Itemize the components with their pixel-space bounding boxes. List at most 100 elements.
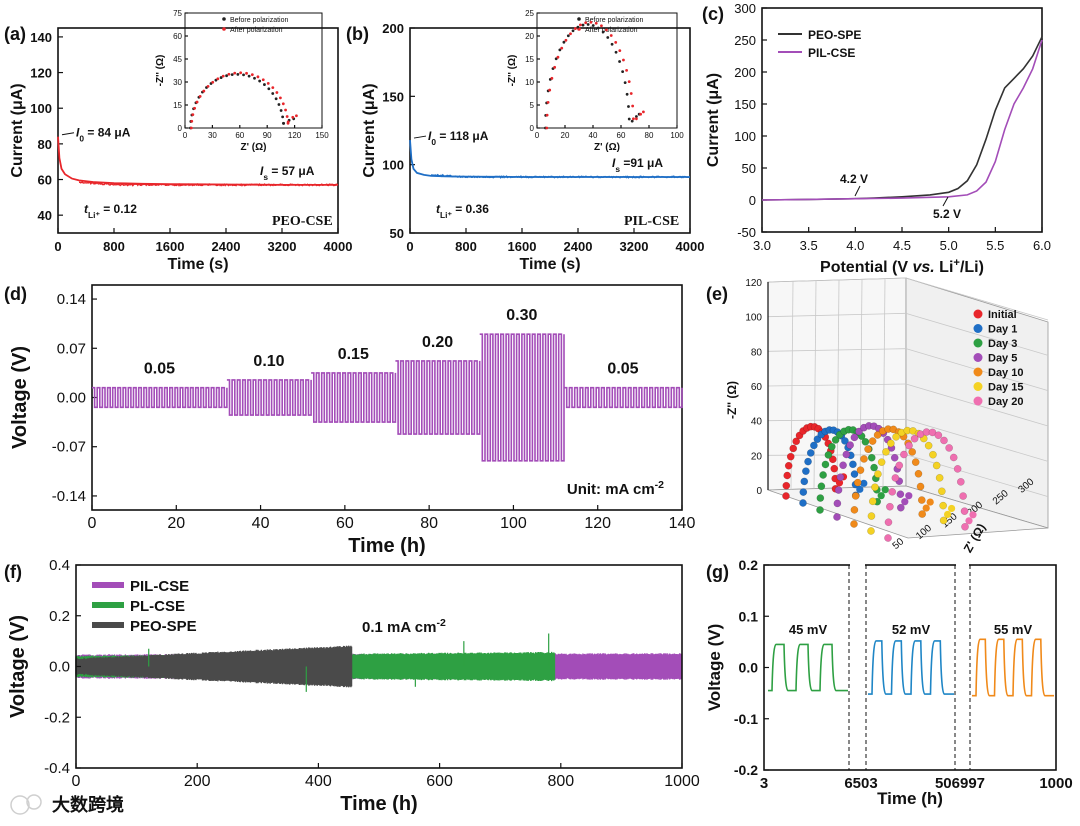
panel-c-x-tick-label: 3.5 bbox=[800, 238, 818, 253]
panel-e-tail-point-1 bbox=[856, 486, 863, 493]
panel-c-legend-peo: PEO-SPE bbox=[808, 28, 861, 42]
panel-b-inset-point-after bbox=[579, 24, 582, 27]
panel-e-z-tick-label: 20 bbox=[751, 451, 763, 462]
panel-c-x-tick-label: 6.0 bbox=[1033, 238, 1051, 253]
panel-b-i0-label: I0 = 118 μA bbox=[428, 129, 489, 147]
panel-c-xlabel-part: Potential (V bbox=[820, 259, 912, 276]
panel-a-tli-label-part: Li⁺ bbox=[88, 210, 100, 220]
panel-f-legend-2: PEO-SPE bbox=[130, 618, 197, 635]
panel-e-point-6 bbox=[911, 435, 918, 442]
panel-e-point-6 bbox=[960, 492, 967, 499]
panel-a-inset-point-after bbox=[222, 75, 225, 78]
panel-a-inset-y-tick-label: 0 bbox=[178, 124, 183, 133]
panel-b-inset-y-tick-label: 25 bbox=[525, 9, 534, 18]
panel-b-inset-point-after bbox=[622, 59, 625, 62]
panel-b-x-tick-label: 4000 bbox=[676, 239, 705, 254]
panel-b-inset-point-after bbox=[553, 66, 556, 69]
panel-e-tail-point-5 bbox=[948, 505, 955, 512]
panel-e-point-5 bbox=[868, 512, 875, 519]
panel-e-legend-marker-4 bbox=[974, 368, 983, 377]
panel-e-point-6 bbox=[886, 503, 893, 510]
panel-f-y-tick-label: -0.4 bbox=[44, 760, 70, 777]
panel-a-inset-tail-before bbox=[282, 122, 285, 125]
panel-a-y-tick-label: 80 bbox=[38, 137, 52, 152]
panel-a-x-tick-label: 1600 bbox=[156, 239, 185, 254]
panel-a-xlabel: Time (s) bbox=[167, 256, 228, 273]
panel-b-inset-y-tick-label: 5 bbox=[530, 101, 535, 110]
panel-b-inset-point-after bbox=[625, 69, 628, 72]
panel-b-inset-point-after bbox=[560, 47, 563, 50]
panel-e-point-0 bbox=[784, 472, 791, 479]
panel-a-inset-point-before bbox=[278, 103, 281, 106]
panel-g-window-label-1: 52 mV bbox=[892, 622, 931, 637]
panel-f-ylabel: Voltage (V) bbox=[7, 615, 29, 718]
panel-b-inset-legend-before: Before polarization bbox=[585, 17, 643, 24]
panel-a-inset-point-after bbox=[251, 73, 254, 76]
panel-e-point-6 bbox=[905, 442, 912, 449]
panel-e-tail-point-4 bbox=[927, 498, 934, 505]
panel-b-is-label: Is =91 μA bbox=[612, 156, 663, 174]
panel-e-point-4 bbox=[864, 446, 871, 453]
panel-b-inset-xlabel: Z' (Ω) bbox=[594, 142, 620, 153]
panel-c-label: (c) bbox=[702, 4, 724, 24]
panel-e-tail-point-6 bbox=[969, 511, 976, 518]
panel-a-inset-point-after bbox=[190, 127, 193, 130]
panel-e-point-3 bbox=[833, 513, 840, 520]
panel-a-inset-x-tick-label: 150 bbox=[315, 131, 329, 140]
panel-a-y-tick-label: 40 bbox=[38, 208, 52, 223]
panel-a-inset-legend-marker-before bbox=[222, 17, 226, 21]
panel-d-segment-label-5: 0.05 bbox=[607, 361, 638, 378]
panel-a-inset-point-after bbox=[282, 102, 285, 105]
panel-e-point-5 bbox=[929, 451, 936, 458]
panel-a-is-label-part: = 57 μA bbox=[268, 164, 315, 178]
panel-g-window-0 bbox=[768, 644, 848, 690]
panel-e-point-3 bbox=[897, 504, 904, 511]
panel-e-point-3 bbox=[843, 451, 850, 458]
panel-c-xlabel-part: vs. bbox=[912, 259, 934, 276]
panel-e-point-4 bbox=[915, 470, 922, 477]
panel-c-annotation-2: 5.2 V bbox=[933, 207, 961, 221]
panel-a-inset-point-before bbox=[242, 73, 245, 76]
panel-e-point-4 bbox=[919, 510, 926, 517]
panel-b-y-tick-label: 200 bbox=[382, 21, 404, 36]
panel-g-frame bbox=[764, 565, 1056, 770]
panel-e-point-4 bbox=[909, 448, 916, 455]
panel-g-window-1 bbox=[868, 641, 954, 694]
panel-e-point-6 bbox=[896, 462, 903, 469]
panel-e-tail-point-5 bbox=[944, 511, 951, 518]
panel-e-label: (e) bbox=[706, 284, 728, 304]
panel-b-inset-x-tick-label: 20 bbox=[561, 131, 570, 140]
panel-a-inset-point-before bbox=[271, 92, 274, 95]
panel-e-point-6 bbox=[892, 474, 899, 481]
panel-c-y-tick-label: 150 bbox=[734, 97, 756, 112]
panel-c-y-tick-label: -50 bbox=[737, 225, 756, 240]
panel-g-x-tick-label: 3 bbox=[760, 775, 768, 792]
panel-e-point-2 bbox=[868, 454, 875, 461]
panel-a-inset-y-tick-label: 15 bbox=[173, 101, 182, 110]
panel-a-inset-point-after bbox=[239, 71, 242, 74]
panel-d-segment-0 bbox=[92, 388, 227, 408]
panel-e-point-2 bbox=[817, 494, 824, 501]
panel-e-legend-marker-3 bbox=[974, 353, 983, 362]
panel-b-inset-point-before bbox=[627, 105, 630, 108]
panel-a-inset-point-after bbox=[216, 77, 219, 80]
watermark: 大数跨境 bbox=[11, 794, 124, 815]
panel-d-segment-4 bbox=[480, 334, 564, 461]
panel-e-point-3 bbox=[897, 491, 904, 498]
panel-e-point-6 bbox=[954, 465, 961, 472]
panel-f-legend-1: PL-CSE bbox=[130, 598, 185, 615]
watermark-icon bbox=[11, 796, 29, 814]
panel-g-x-tick-label: 6503 bbox=[844, 775, 877, 792]
panel-e-point-0 bbox=[785, 462, 792, 469]
panel-e-point-5 bbox=[882, 448, 889, 455]
panel-e-point-5 bbox=[936, 474, 943, 481]
panel-b-inset-point-before bbox=[597, 27, 600, 30]
panel-d-x-tick-label: 120 bbox=[584, 515, 611, 532]
panel-a-inset-point-after bbox=[245, 72, 248, 75]
panel-e-point-4 bbox=[851, 506, 858, 513]
panel-c-xlabel-part: Li bbox=[935, 259, 954, 276]
panel-b-inset-point-after bbox=[548, 89, 551, 92]
panel-e-point-6 bbox=[935, 432, 942, 439]
panel-d-x-tick-label: 80 bbox=[420, 515, 438, 532]
panel-e-point-5 bbox=[869, 498, 876, 505]
